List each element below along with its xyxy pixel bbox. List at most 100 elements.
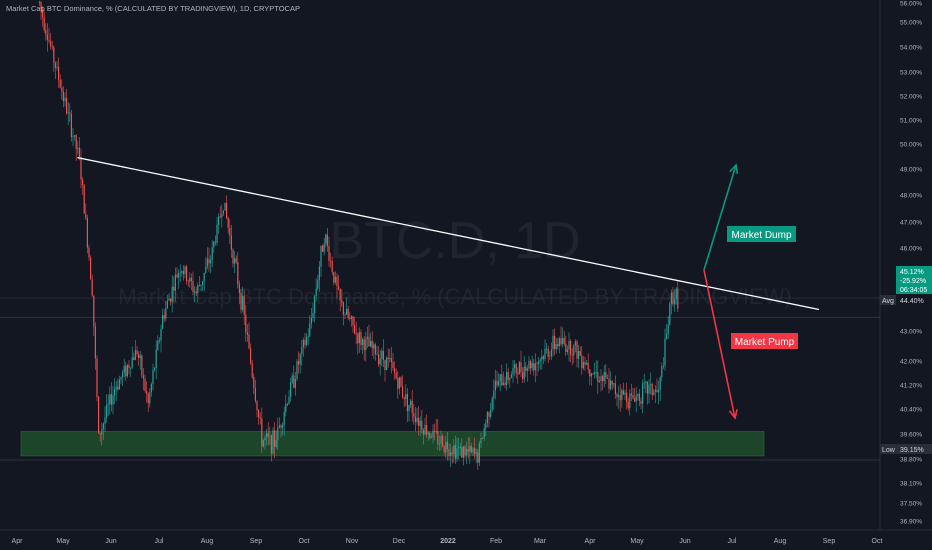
candle-body xyxy=(538,361,540,364)
candle-body xyxy=(669,303,671,325)
candle-body xyxy=(408,405,410,412)
candle-body xyxy=(469,445,471,452)
candle-body xyxy=(138,354,140,359)
candle-body xyxy=(373,344,375,349)
market-pump-arrow[interactable] xyxy=(703,269,738,420)
candle-body xyxy=(328,245,330,261)
candle-body xyxy=(651,383,653,395)
candle-body xyxy=(168,298,170,301)
candle-body xyxy=(406,394,408,412)
candle-body xyxy=(440,436,442,445)
candle-body xyxy=(50,41,52,47)
candle-body xyxy=(42,9,44,18)
projection-arrows[interactable] xyxy=(703,163,739,420)
candle-body xyxy=(640,400,642,404)
candle-body xyxy=(619,395,621,401)
candle-body xyxy=(526,368,528,371)
candle-body xyxy=(448,449,450,456)
candle-body xyxy=(189,277,191,282)
candle-body xyxy=(621,390,623,401)
candle-body xyxy=(118,379,120,390)
candle-body xyxy=(160,328,162,341)
candle-body xyxy=(315,288,317,297)
candle-body xyxy=(411,400,413,414)
x-tick-label: Apr xyxy=(585,538,597,545)
x-tick-label: Jul xyxy=(155,538,164,545)
candle-body xyxy=(658,389,660,393)
candle-body xyxy=(630,393,632,396)
y-tick-label: 54.00% xyxy=(900,45,922,52)
candle-body xyxy=(330,260,332,262)
candle-body xyxy=(250,348,252,364)
candle-body xyxy=(256,401,258,410)
candle-body xyxy=(467,448,469,452)
trendline-layer[interactable] xyxy=(77,156,820,311)
candle-body xyxy=(208,258,210,264)
candle-body xyxy=(645,381,647,383)
candle-body xyxy=(446,441,448,450)
candle-body xyxy=(384,360,386,371)
candle-body xyxy=(272,430,274,454)
candle-body xyxy=(158,340,160,342)
y-tick-label: 56.00% xyxy=(900,1,922,8)
candle-body xyxy=(379,358,381,365)
candle-body xyxy=(354,325,356,334)
last-price-value: 45.12% xyxy=(900,269,924,276)
candle-body xyxy=(294,378,296,388)
market-dump-label-bg[interactable] xyxy=(727,226,796,242)
candle-body xyxy=(442,436,444,447)
candle-body xyxy=(115,386,117,390)
candle-body xyxy=(278,425,280,428)
candle-body xyxy=(142,375,144,379)
market-dump-arrow[interactable] xyxy=(703,163,739,271)
candle-body xyxy=(150,383,152,393)
candle-body xyxy=(85,213,87,219)
y-tick-label: 52.00% xyxy=(900,94,922,101)
candle-body xyxy=(75,135,77,149)
candle-body xyxy=(202,281,204,285)
watermark-description: Market Cap BTC Dominance, % (CALCULATED … xyxy=(118,284,792,309)
candle-body xyxy=(253,376,255,389)
resistance-trendline[interactable] xyxy=(77,156,820,311)
candle-body xyxy=(173,286,175,291)
candle-body xyxy=(200,284,202,286)
candle-body xyxy=(506,371,508,386)
candle-body xyxy=(219,216,221,218)
x-tick-label: Sep xyxy=(250,538,263,545)
candle-body xyxy=(336,276,338,287)
candle-body xyxy=(451,452,453,455)
y-tick-label: 55.00% xyxy=(900,20,922,27)
candle-body xyxy=(547,348,549,357)
candle-body xyxy=(334,276,336,283)
candle-body xyxy=(389,358,391,360)
support-zone[interactable] xyxy=(20,431,765,457)
candle-body xyxy=(216,224,218,243)
candle-body xyxy=(675,288,677,300)
candle-body xyxy=(67,112,69,114)
candle-body xyxy=(429,432,431,438)
candle-body xyxy=(139,355,141,359)
candle-body xyxy=(398,377,400,389)
candle-body xyxy=(486,412,488,424)
candle-body xyxy=(152,370,154,384)
candle-body xyxy=(566,349,568,352)
candle-body xyxy=(195,291,197,294)
candle-body xyxy=(523,366,525,380)
candle-body xyxy=(290,382,292,398)
candle-body xyxy=(571,354,573,356)
candle-body xyxy=(194,291,196,293)
candle-body xyxy=(477,452,479,463)
candle-body xyxy=(365,338,367,350)
candle-body xyxy=(304,339,306,345)
candle-body xyxy=(301,347,303,354)
candle-body xyxy=(458,447,460,449)
candle-body xyxy=(598,380,600,383)
candle-body xyxy=(443,446,445,453)
candle-body xyxy=(293,375,295,388)
avg-tag-label: Avg xyxy=(882,298,894,305)
candle-body xyxy=(509,378,511,380)
candle-body xyxy=(578,350,580,359)
time-axis[interactable]: Apr May Jun Jul Aug Sep Oct Nov Dec 2022 Feb Mar Apr… xyxy=(12,538,883,545)
market-pump-label-bg[interactable] xyxy=(731,333,798,349)
